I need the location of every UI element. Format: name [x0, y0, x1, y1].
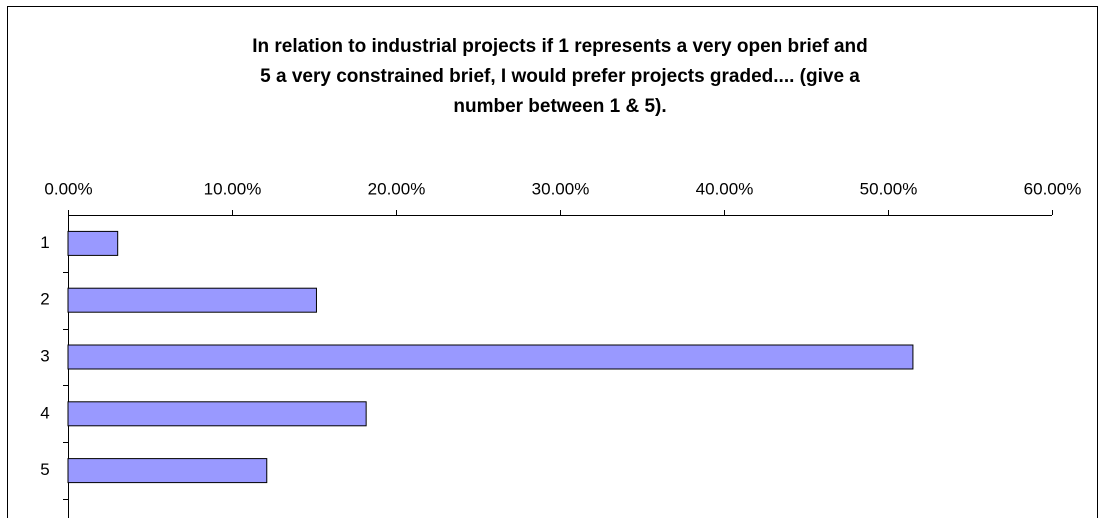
x-tick-label: 60.00%	[1024, 179, 1082, 198]
x-tick-label: 50.00%	[860, 179, 918, 198]
bar	[67, 230, 119, 256]
x-tick-label: 0.00%	[44, 179, 92, 198]
y-tick-label: 3	[40, 346, 49, 365]
chart-border	[7, 6, 1098, 518]
y-tick-label: 4	[40, 403, 49, 422]
chart-title: 5 a very constrained brief, I would pref…	[260, 66, 860, 87]
chart-title: In relation to industrial projects if 1 …	[252, 36, 868, 57]
bar	[67, 287, 317, 313]
bar	[67, 401, 367, 427]
bar	[67, 344, 914, 370]
y-tick-label: 1	[40, 233, 49, 252]
x-tick-label: 20.00%	[368, 179, 426, 198]
chart-title: number between 1 & 5).	[453, 96, 666, 117]
x-tick-label: 10.00%	[204, 179, 262, 198]
y-tick-label: 5	[40, 460, 49, 479]
y-tick-label: 2	[40, 290, 49, 309]
bar	[67, 458, 268, 484]
x-tick-label: 30.00%	[532, 179, 590, 198]
x-tick-label: 40.00%	[696, 179, 754, 198]
